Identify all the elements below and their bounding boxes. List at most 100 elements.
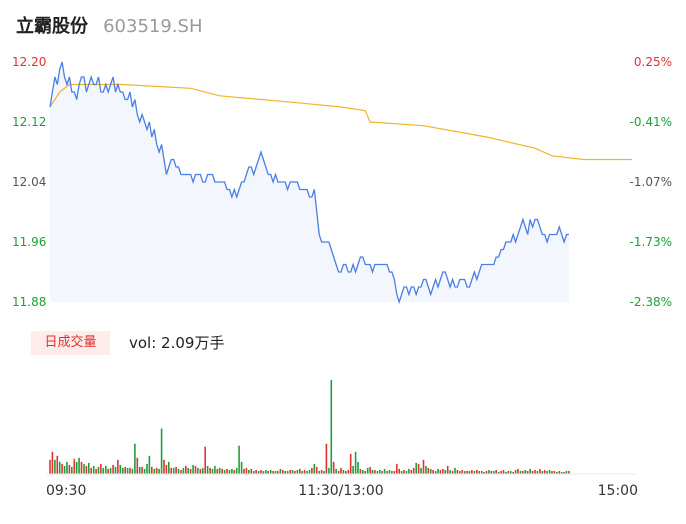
volume-bar — [56, 455, 59, 474]
volume-bar — [199, 468, 202, 474]
volume-bar — [274, 471, 277, 474]
volume-bar — [323, 471, 325, 474]
volume-bar — [95, 468, 97, 474]
volume-bar — [107, 468, 109, 474]
volume-bar — [437, 468, 439, 474]
volume-bar — [131, 468, 134, 474]
volume-bar — [471, 470, 473, 474]
volume-bar — [235, 467, 238, 474]
volume-bar — [151, 466, 153, 474]
volume-bar — [374, 470, 376, 474]
volume-bar — [539, 468, 541, 474]
price-plot-area — [49, 61, 632, 305]
volume-readout: vol: 2.09万手 — [129, 334, 225, 352]
volume-bar — [306, 471, 308, 474]
volume-bar — [332, 461, 335, 474]
volume-bar — [313, 463, 316, 474]
volume-bar — [383, 468, 386, 474]
volume-bar — [376, 471, 379, 474]
stock-code: 603519.SH — [103, 16, 203, 37]
volume-bar — [507, 471, 510, 474]
volume-bar — [369, 466, 371, 474]
volume-bar — [556, 472, 558, 474]
volume-bar — [393, 471, 396, 474]
volume-bar — [192, 464, 194, 474]
volume-bar — [354, 451, 357, 474]
volume-bar — [400, 471, 403, 474]
volume-bar — [282, 470, 284, 474]
volume-bar — [551, 471, 553, 474]
volume-bar — [451, 471, 454, 474]
volume-bar — [500, 471, 502, 474]
volume-bar — [218, 467, 221, 474]
percent-tick-label: -0.41% — [630, 115, 672, 129]
volume-bar — [289, 470, 291, 474]
volume-bar — [415, 462, 417, 474]
volume-bar — [439, 470, 442, 474]
volume-bar — [526, 471, 529, 474]
volume-bar — [155, 467, 158, 474]
volume-bar — [473, 471, 476, 474]
volume-bar — [146, 463, 148, 474]
volume-bar — [221, 468, 223, 474]
volume-bar — [61, 463, 63, 474]
volume-bar — [114, 466, 117, 474]
volume-bar — [541, 471, 544, 474]
volume-bar — [398, 468, 400, 474]
volume-bar — [126, 467, 129, 474]
volume-bar — [119, 464, 122, 474]
volume-bar — [524, 470, 527, 474]
volume-bar — [429, 468, 432, 474]
volume-bar — [427, 467, 430, 474]
volume-bar — [296, 470, 299, 474]
volume-bar — [250, 468, 253, 474]
volume-bar — [182, 467, 185, 474]
volume-bar — [189, 468, 192, 474]
price-tick-label: 11.96 — [12, 235, 46, 249]
percent-tick-label: 0.25% — [634, 55, 672, 69]
volume-bar — [231, 468, 233, 474]
volume-bar — [260, 470, 262, 474]
volume-bar — [272, 471, 274, 474]
volume-bar — [122, 467, 124, 474]
volume-bar — [277, 471, 279, 474]
volume-bar — [216, 468, 219, 474]
volume-bar — [233, 470, 236, 474]
volume-bar — [488, 470, 490, 474]
volume-bar — [420, 467, 422, 474]
volume-bar — [97, 466, 100, 474]
volume-bar — [49, 459, 51, 474]
price-line — [49, 61, 569, 305]
volume-bar — [565, 471, 568, 474]
volume-bar — [187, 467, 189, 474]
volume-bar — [320, 470, 323, 474]
volume-bar — [408, 468, 410, 474]
volume-bar — [68, 464, 71, 474]
volume-bar — [265, 470, 267, 474]
volume-tab[interactable]: 日成交量 — [31, 331, 110, 355]
price-tick-label: 12.20 — [12, 55, 46, 69]
volume-bar — [417, 463, 420, 474]
volume-bar — [102, 467, 105, 474]
volume-bar — [405, 471, 408, 474]
volume-bar — [240, 461, 243, 474]
volume-bar — [160, 428, 163, 474]
volume-bar — [83, 463, 85, 474]
volume-bar — [391, 471, 393, 474]
volume-bar — [165, 464, 168, 474]
volume-bar — [497, 472, 500, 474]
volume-bar — [255, 470, 257, 474]
volume-bar — [509, 471, 512, 474]
volume-bar — [136, 457, 139, 474]
volume-bar — [340, 467, 342, 474]
volume-bar — [51, 451, 54, 474]
percent-tick-label: -1.07% — [630, 175, 672, 189]
stock-header: 立霸股份 603519.SH — [16, 12, 203, 42]
volume-bar — [330, 380, 333, 474]
volume-bar — [109, 467, 112, 474]
volume-bar — [248, 470, 250, 474]
volume-bar — [66, 461, 68, 474]
price-axis-labels: 12.20 12.12 12.04 11.96 11.88 — [12, 55, 46, 309]
volume-bar — [243, 468, 245, 474]
volume-bar — [141, 466, 143, 474]
